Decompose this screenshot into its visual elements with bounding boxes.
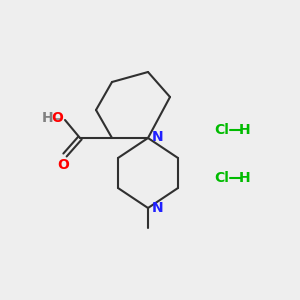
Text: H: H — [239, 171, 251, 185]
Text: H: H — [239, 123, 251, 137]
Text: Cl: Cl — [214, 171, 230, 185]
Text: H: H — [41, 111, 53, 125]
Text: N: N — [152, 130, 164, 144]
Text: O: O — [57, 158, 69, 172]
Text: Cl: Cl — [214, 123, 230, 137]
Text: O: O — [51, 111, 63, 125]
Text: N: N — [152, 201, 164, 215]
